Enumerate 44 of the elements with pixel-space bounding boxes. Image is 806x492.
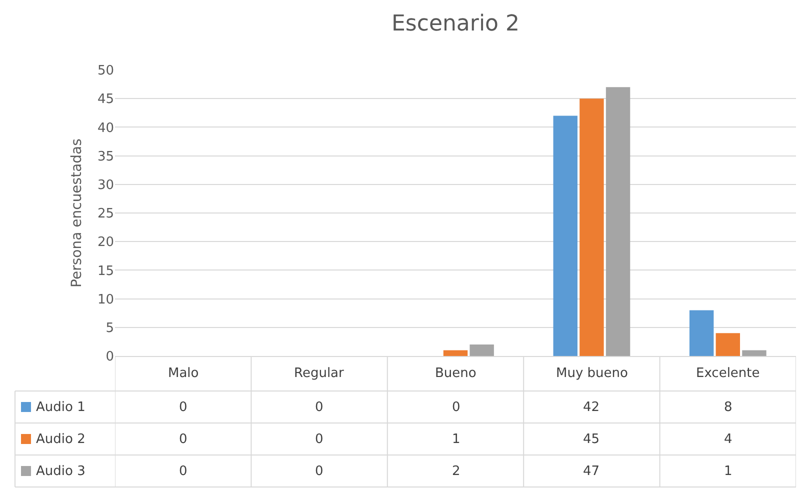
data-label: 0 (452, 400, 460, 415)
data-label: 8 (724, 400, 732, 415)
y-tick-label: 45 (97, 92, 114, 108)
y-tick-label: 10 (97, 292, 114, 308)
data-label: 4 (724, 432, 732, 447)
y-axis-title: Persona encuestadas (69, 138, 86, 288)
y-tick-label: 35 (97, 149, 114, 164)
bar (470, 344, 494, 356)
y-tick-label: 20 (97, 235, 114, 250)
x-tick-label: Regular (294, 366, 345, 381)
y-tick-label: 5 (106, 320, 114, 336)
data-label: 0 (179, 432, 188, 447)
data-label: 0 (179, 464, 188, 479)
data-label: 0 (315, 464, 324, 479)
x-tick-label: Excelente (696, 366, 760, 381)
data-label: 2 (452, 464, 460, 479)
legend-label: Audio 2 (36, 432, 86, 447)
y-tick-label: 0 (106, 350, 114, 365)
y-tick-label: 25 (97, 206, 114, 222)
bar (580, 98, 604, 356)
y-tick-label: 15 (97, 264, 114, 279)
data-label: 42 (583, 400, 600, 415)
bar (716, 333, 740, 356)
bar (689, 310, 714, 356)
data-label: 47 (583, 464, 600, 479)
data-label: 1 (724, 464, 732, 479)
data-label: 0 (179, 400, 188, 415)
y-tick-label: 30 (97, 178, 114, 193)
x-tick-label: Malo (168, 366, 199, 381)
legend-label: Audio 3 (36, 464, 86, 479)
bar (553, 116, 578, 356)
data-label: 1 (452, 432, 460, 447)
y-tick-label: 50 (97, 64, 114, 79)
bar (742, 350, 766, 356)
y-tick-label: 40 (97, 120, 114, 136)
x-tick-label: Bueno (435, 366, 476, 381)
data-label: 45 (583, 432, 600, 447)
x-tick-label: Muy bueno (556, 366, 628, 381)
legend-label: Audio 1 (36, 400, 86, 415)
data-label: 0 (315, 400, 324, 415)
bar (443, 350, 468, 356)
bar (606, 87, 630, 356)
data-label: 0 (315, 432, 324, 447)
chart-title: Escenario 2 (391, 11, 520, 36)
